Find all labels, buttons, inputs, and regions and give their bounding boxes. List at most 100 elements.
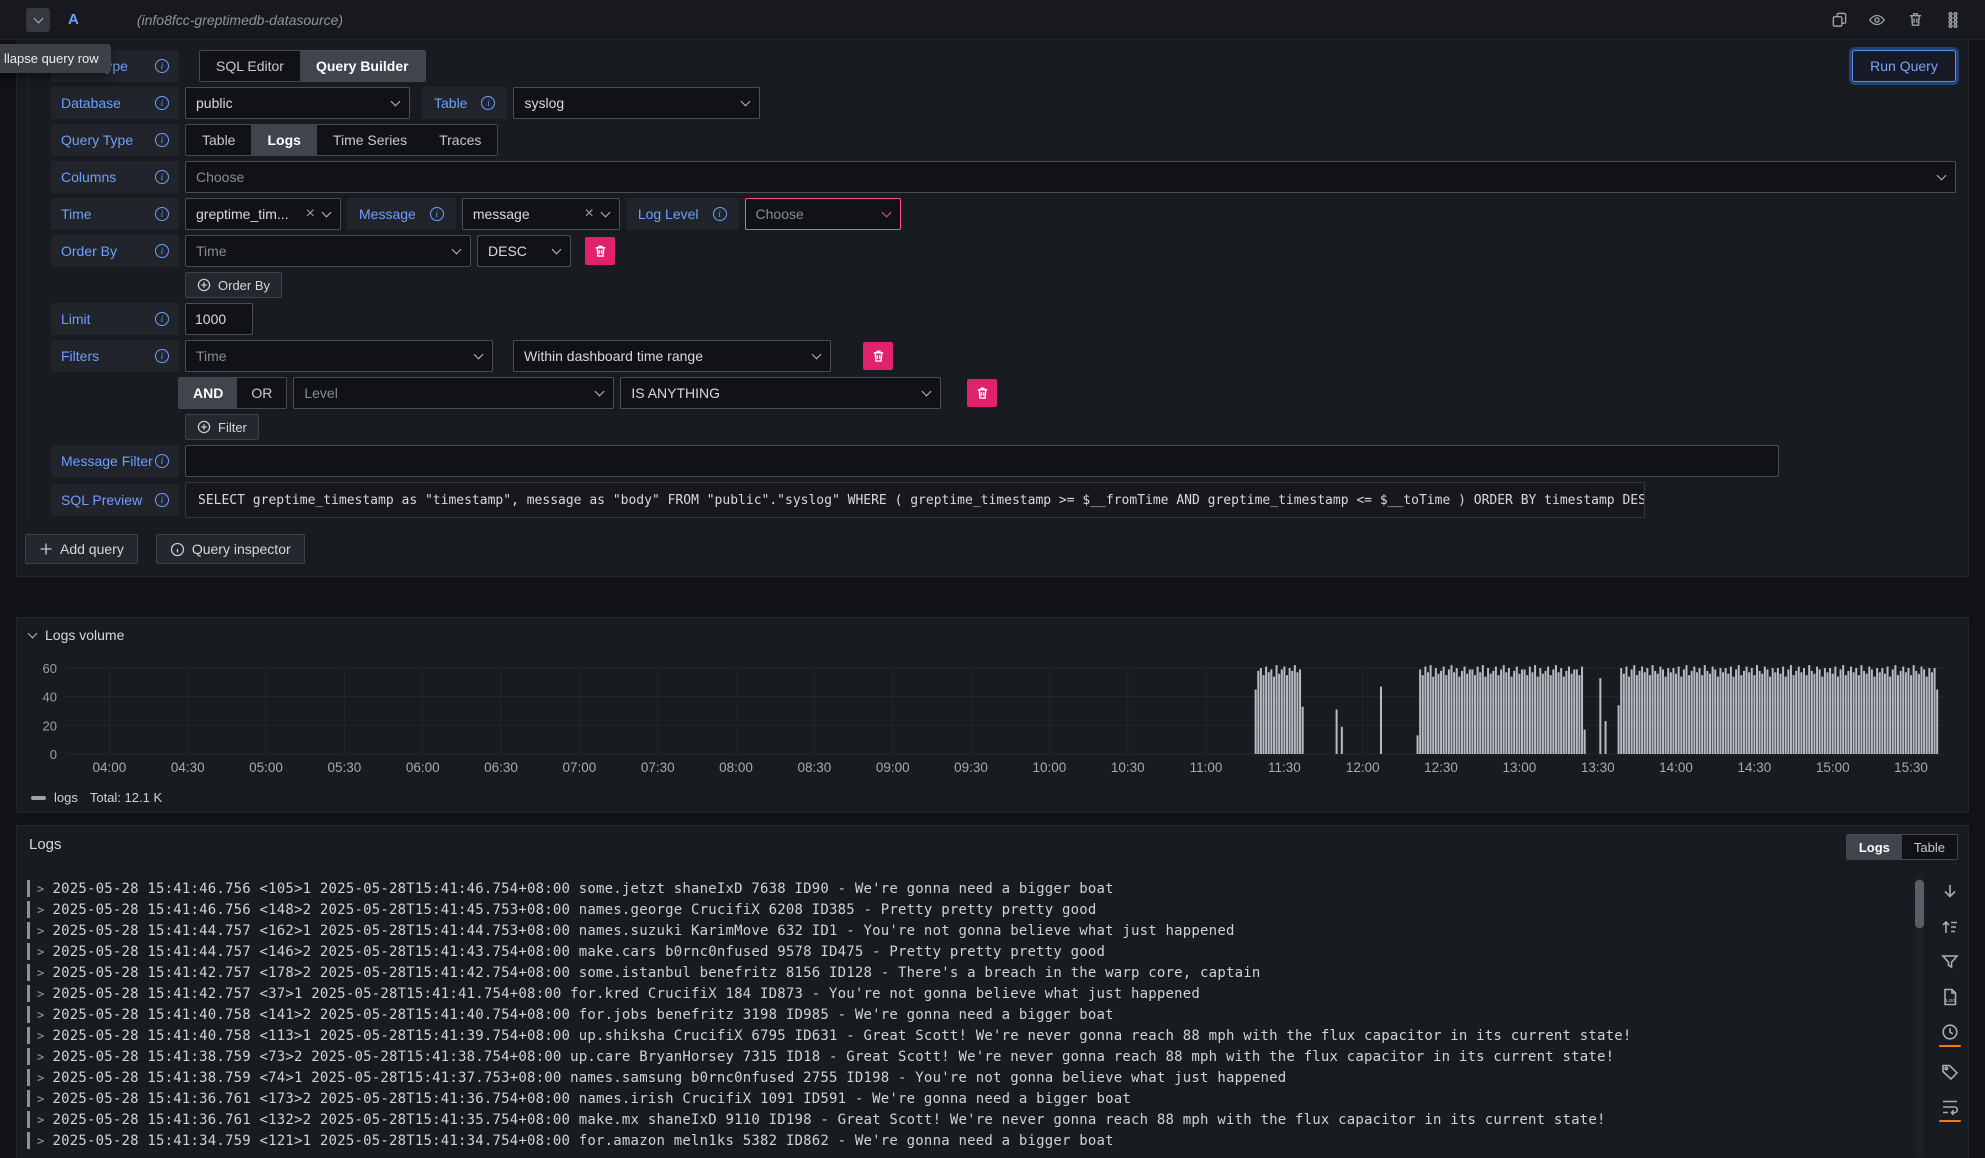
volume-bar (1742, 670, 1745, 754)
log-expand-icon[interactable]: > (37, 1028, 45, 1043)
volume-bar (1912, 665, 1915, 754)
columns-select[interactable]: Choose (185, 161, 1956, 193)
tab-time-series[interactable]: Time Series (332, 132, 408, 148)
log-row[interactable]: >2025-05-28 15:41:38.759 <74>1 2025-05-2… (27, 1067, 1898, 1088)
filter-field-select[interactable]: Time (185, 340, 493, 372)
message-column-select[interactable]: message × (461, 198, 620, 230)
log-row[interactable]: >2025-05-28 15:41:46.756 <105>1 2025-05-… (27, 878, 1898, 899)
log-expand-icon[interactable]: > (37, 986, 45, 1001)
or-toggle[interactable]: OR (251, 385, 273, 401)
log-row[interactable]: >2025-05-28 15:41:46.756 <148>2 2025-05-… (27, 899, 1898, 920)
log-expand-icon[interactable]: > (37, 1091, 45, 1106)
log-row[interactable]: >2025-05-28 15:41:36.761 <173>2 2025-05-… (27, 1088, 1898, 1109)
add-order-by-button[interactable]: Order By (185, 272, 283, 298)
order-by-field-select[interactable]: Time (185, 235, 471, 267)
remove-order-by-button[interactable] (585, 237, 615, 265)
tab-logs-view[interactable]: Logs (1846, 835, 1902, 859)
log-row[interactable]: >2025-05-28 15:41:42.757 <178>2 2025-05-… (27, 962, 1898, 983)
log-expand-icon[interactable]: > (37, 923, 45, 938)
wrap-lines-button[interactable] (1939, 1097, 1961, 1122)
log-expand-icon[interactable]: > (37, 881, 45, 896)
filter-range-select[interactable]: Within dashboard time range (513, 340, 831, 372)
message-filter-input[interactable] (185, 445, 1779, 477)
order-direction-select[interactable]: DESC (477, 235, 571, 267)
collapse-query-row-button[interactable] (26, 7, 50, 32)
info-icon[interactable]: i (155, 493, 169, 507)
log-expand-icon[interactable]: > (37, 1112, 45, 1127)
info-icon[interactable]: i (481, 96, 496, 110)
info-icon[interactable]: i (429, 207, 444, 221)
add-filter-button[interactable]: Filter (185, 414, 259, 440)
add-query-button[interactable]: Add query (25, 534, 138, 564)
log-expand-icon[interactable]: > (37, 944, 45, 959)
toggle-query-visibility-button[interactable] (1863, 6, 1891, 34)
remove-condition-button[interactable] (967, 379, 998, 407)
log-row[interactable]: >2025-05-28 15:41:44.757 <146>2 2025-05-… (27, 941, 1898, 962)
show-time-icon (1942, 1024, 1958, 1040)
scroll-bottom-button[interactable] (1940, 882, 1960, 902)
table-select[interactable]: syslog (513, 87, 761, 119)
duplicate-query-button[interactable] (1825, 6, 1853, 34)
info-icon[interactable]: i (155, 454, 169, 468)
log-row[interactable]: >2025-05-28 15:41:40.758 <113>1 2025-05-… (27, 1025, 1898, 1046)
tab-table-view[interactable]: Table (1913, 839, 1945, 855)
log-expand-icon[interactable]: > (37, 1070, 45, 1085)
filter-level-select[interactable]: Level (293, 377, 615, 409)
remove-filter-button[interactable] (863, 342, 893, 370)
log-row[interactable]: >2025-05-28 15:41:44.757 <162>1 2025-05-… (27, 920, 1898, 941)
chart-legend[interactable]: logs Total: 12.1 K (31, 790, 162, 805)
remove-query-button[interactable] (1901, 6, 1929, 34)
log-row[interactable]: >2025-05-28 15:41:36.761 <132>2 2025-05-… (27, 1109, 1898, 1130)
y-tick-label: 60 (43, 661, 57, 676)
volume-bar (1552, 669, 1555, 754)
log-expand-icon[interactable]: > (37, 1133, 45, 1148)
time-column-select[interactable]: greptime_tim... × (185, 198, 341, 230)
info-icon[interactable]: i (155, 349, 169, 363)
volume-bar (1779, 673, 1782, 754)
log-expand-icon[interactable]: > (37, 1049, 45, 1064)
run-query-button[interactable]: Run Query (1852, 50, 1956, 82)
log-row[interactable]: >2025-05-28 15:41:38.759 <73>2 2025-05-2… (27, 1046, 1898, 1067)
log-scroll-thumb[interactable] (1915, 880, 1924, 928)
clear-icon[interactable]: × (584, 205, 594, 222)
query-inspector-button[interactable]: Query inspector (155, 534, 305, 564)
clear-icon[interactable]: × (305, 205, 315, 222)
info-icon[interactable]: i (155, 133, 169, 147)
log-expand-icon[interactable]: > (37, 902, 45, 917)
drag-query-handle[interactable] (1939, 6, 1967, 34)
database-select[interactable]: public (185, 87, 410, 119)
log-expand-icon[interactable]: > (37, 965, 45, 980)
info-icon[interactable]: i (155, 96, 169, 110)
info-icon[interactable]: i (155, 59, 169, 73)
sort-order-button[interactable] (1940, 917, 1960, 937)
filter-operator-select[interactable]: IS ANYTHING (620, 377, 942, 409)
logs-volume-header[interactable]: Logs volume (17, 618, 1968, 643)
show-time-button[interactable] (1939, 1022, 1961, 1047)
log-row[interactable]: >2025-05-28 15:41:34.759 <121>1 2025-05-… (27, 1130, 1898, 1151)
info-icon[interactable]: i (155, 170, 169, 184)
query-ref-id[interactable]: A (68, 11, 79, 28)
tab-traces[interactable]: Traces (439, 132, 482, 148)
x-tick-label: 06:30 (484, 760, 518, 775)
tab-table[interactable]: Table (202, 132, 236, 148)
tab-sql-editor[interactable]: SQL Editor (216, 58, 284, 74)
info-icon[interactable]: i (712, 207, 727, 221)
log-details-button[interactable]: LOG (1940, 987, 1960, 1007)
log-row[interactable]: >2025-05-28 15:41:40.758 <141>2 2025-05-… (27, 1004, 1898, 1025)
info-icon[interactable]: i (155, 312, 169, 326)
log-level-select[interactable]: Choose (744, 198, 901, 230)
and-toggle[interactable]: AND (179, 378, 238, 408)
volume-bar (1831, 673, 1834, 754)
log-row[interactable]: >2025-05-28 15:41:42.757 <37>1 2025-05-2… (27, 983, 1898, 1004)
log-scrollbar[interactable] (1915, 876, 1924, 1158)
tab-logs[interactable]: Logs (251, 125, 317, 155)
log-expand-icon[interactable]: > (37, 1007, 45, 1022)
unique-labels-button[interactable] (1940, 1062, 1960, 1082)
limit-input[interactable] (185, 303, 253, 335)
volume-bar (1737, 665, 1740, 754)
info-icon[interactable]: i (155, 244, 169, 258)
tab-query-builder[interactable]: Query Builder (299, 51, 425, 81)
info-icon[interactable]: i (155, 207, 169, 221)
filter-logs-button[interactable] (1940, 952, 1960, 972)
volume-bar (1484, 676, 1487, 754)
